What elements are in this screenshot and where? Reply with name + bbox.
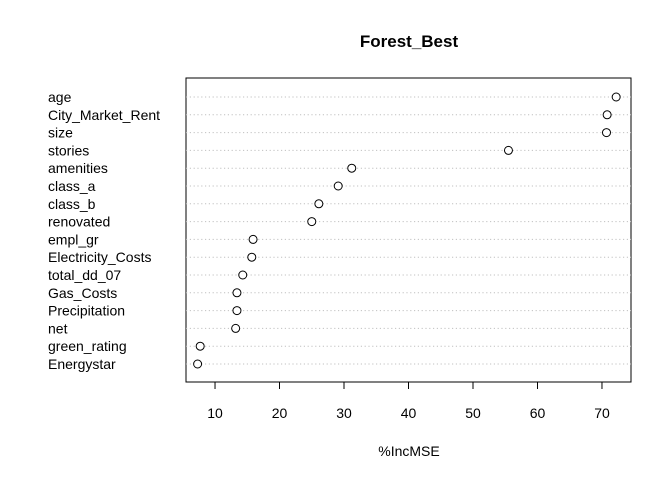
category-label: Precipitation	[48, 303, 125, 319]
category-label: green_rating	[48, 338, 127, 354]
category-label: age	[48, 89, 72, 105]
data-point	[195, 341, 205, 351]
category-label: class_b	[48, 196, 96, 212]
data-point	[247, 252, 257, 262]
x-tick-label: 50	[465, 405, 481, 421]
data-point	[611, 92, 621, 102]
data-point	[238, 270, 248, 280]
category-label: empl_gr	[48, 231, 99, 247]
x-tick-label: 10	[207, 405, 223, 421]
data-point	[601, 128, 611, 138]
data-point	[248, 234, 258, 244]
data-point	[307, 217, 317, 227]
data-point	[333, 181, 343, 191]
data-point	[503, 145, 513, 155]
category-label: City_Market_Rent	[48, 107, 160, 123]
category-label: Energystar	[48, 356, 116, 372]
category-label: stories	[48, 142, 89, 158]
category-label: total_dd_07	[48, 267, 121, 283]
x-tick-label: 20	[272, 405, 288, 421]
guide-lines	[186, 96, 631, 365]
category-label: Gas_Costs	[48, 285, 117, 301]
category-label: renovated	[48, 214, 110, 230]
x-tick-label: 60	[530, 405, 546, 421]
x-axis-title: %IncMSE	[378, 443, 439, 459]
data-point	[602, 110, 612, 120]
data-point	[347, 163, 357, 173]
category-label: Electricity_Costs	[48, 249, 151, 265]
x-tick-label: 30	[336, 405, 352, 421]
x-tick-label: 40	[401, 405, 417, 421]
data-point	[232, 288, 242, 298]
category-label: class_a	[48, 178, 96, 194]
category-label: net	[48, 320, 68, 336]
data-points	[193, 92, 621, 369]
data-point	[314, 199, 324, 209]
data-point	[193, 359, 203, 369]
x-tick-label: 70	[594, 405, 610, 421]
x-axis: 10 20 30 40 50 60 70	[207, 381, 610, 421]
data-point	[231, 323, 241, 333]
chart-title: Forest_Best	[360, 32, 459, 51]
category-label: size	[48, 125, 73, 141]
category-label: amenities	[48, 160, 108, 176]
data-point	[232, 306, 242, 316]
plot-box	[185, 77, 632, 383]
